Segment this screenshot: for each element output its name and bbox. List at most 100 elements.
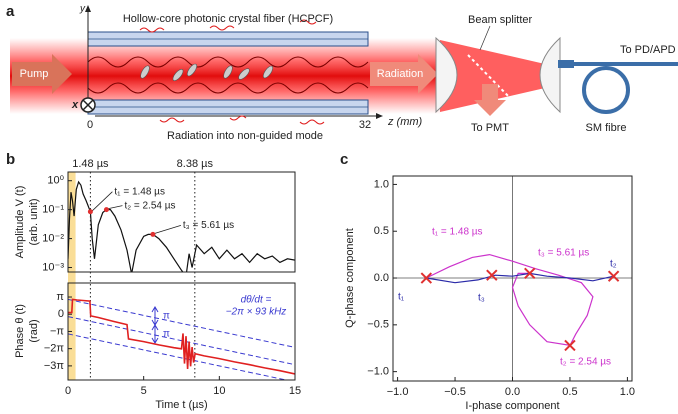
marker (150, 231, 156, 237)
y-tick-label: 1.0 (374, 178, 389, 190)
converging-beam (440, 40, 545, 112)
marker (103, 207, 109, 213)
x-marker (486, 269, 498, 281)
x-tick-label: 5 (141, 385, 147, 397)
lens (539, 36, 561, 114)
y-tick-label: π (56, 291, 64, 303)
panel-label: c (340, 151, 348, 168)
beam-splitter-label: Beam splitter (468, 14, 533, 26)
annotation: t₂ = 2.54 µs (124, 200, 175, 211)
x-marker (420, 272, 433, 284)
step-label: π (163, 311, 170, 322)
y-axis-label: Amplitude V (t) (14, 186, 26, 259)
x-tick-label: −0.5 (444, 386, 466, 398)
point-label: t₂ = 2.54 µs (560, 357, 611, 368)
annotation-arrow (154, 224, 182, 234)
y-tick-label: 0 (58, 308, 64, 320)
y-tick-label: −0.5 (367, 319, 389, 331)
rate-label: dθ/dt = (241, 295, 272, 306)
y-tick-label: 10⁻¹ (42, 204, 64, 216)
leader-line (479, 25, 491, 51)
annotation-arrow (108, 205, 123, 210)
pump-arrow (12, 54, 72, 94)
arrow-head (376, 113, 383, 119)
plot-frame (67, 171, 296, 273)
data-line (426, 253, 594, 347)
annotation-arrow (92, 191, 113, 211)
x-axis-label: I-phase component (465, 400, 559, 412)
sm-fibre-label: SM fibre (586, 122, 627, 134)
data-line (68, 180, 295, 272)
y-axis-label: Q-phase component (344, 228, 356, 328)
data-line (426, 272, 614, 284)
guided-mode (87, 56, 369, 94)
x-tick-label: −1.0 (387, 386, 409, 398)
x-marker (564, 339, 576, 352)
z-start: 0 (87, 119, 93, 131)
pmt-arrow (474, 84, 506, 116)
highlight-band (68, 172, 76, 380)
pmt-label: To PMT (471, 122, 509, 134)
fiber-coupler (558, 60, 574, 68)
pump-label: Pump (20, 68, 49, 80)
fibre-coil (582, 66, 630, 114)
fiber-label: Hollow-core photonic crystal fiber (HCPC… (123, 13, 333, 25)
x-marker (607, 270, 620, 282)
point-label: t₂ (610, 259, 617, 270)
y-tick-label: −3π (44, 360, 65, 372)
x-tick-label: 1.0 (620, 386, 635, 398)
x-marker (524, 267, 536, 280)
data-line (68, 298, 295, 375)
y-tick-label: 10⁻³ (42, 261, 64, 273)
annotation: t₁ = 1.48 µs (114, 186, 165, 197)
nonguided-label: Radiation into non-guided mode (167, 130, 323, 142)
step-arrow-heads (151, 306, 159, 344)
non-guided-wave (139, 19, 325, 125)
y-tick-label: 10⁰ (47, 175, 64, 187)
y-tick-label: 0.0 (374, 272, 389, 284)
x-axis-symbol (82, 99, 94, 111)
y-tick-label: 10⁻² (42, 232, 64, 244)
x-axis-label: x (71, 99, 79, 111)
radiation-arrow (370, 54, 438, 94)
panel-label: a (6, 3, 15, 20)
point-label: t₁ = 1.48 µs (432, 227, 483, 238)
x-tick-label: 15 (289, 385, 301, 397)
x-axis-label: Time t (µs) (155, 399, 207, 411)
point-label: t₁ (398, 292, 405, 303)
point-label: t₃ (478, 293, 485, 304)
y-tick-label: −π (50, 325, 64, 337)
plot-area (426, 253, 614, 347)
setup-diagram: Pump Radiation Beam splitter To PMT To P… (6, 3, 678, 142)
event-label: 8.38 µs (177, 158, 214, 170)
x-tick-label: 0.5 (562, 386, 577, 398)
y-tick-label: −1.0 (367, 366, 389, 378)
radiation-label: Radiation (377, 68, 423, 80)
step-label: π (163, 329, 170, 340)
point-label: t₃ = 5.61 µs (538, 248, 589, 259)
x-tick-label: 0.0 (505, 386, 520, 398)
z-unit: z (mm) (387, 116, 423, 128)
plot-area (68, 298, 295, 380)
y-axis-label: Phase θ (t) (14, 304, 26, 358)
plot-area (68, 180, 295, 272)
marker (87, 209, 93, 215)
x-tick-label: 10 (213, 385, 225, 397)
pd-label: To PD/APD (620, 44, 676, 56)
data-line (68, 298, 295, 348)
panel-label: b (6, 151, 15, 168)
arrow-head (85, 5, 91, 12)
y-tick-label: 0.5 (374, 225, 389, 237)
y-axis-label: y (79, 4, 86, 15)
z-end: 32 (359, 119, 371, 131)
rate-label: −2π × 93 kHz (226, 307, 287, 318)
y-axis-label: (arb. unit) (28, 198, 40, 245)
y-axis-label: (rad) (28, 319, 40, 342)
x-tick-label: 0 (65, 385, 71, 397)
molecules (140, 63, 274, 81)
beam-splitter (467, 54, 513, 101)
annotation: t₃ = 5.61 µs (183, 220, 234, 231)
event-label: 1.48 µs (72, 158, 109, 170)
y-tick-label: −2π (44, 343, 65, 355)
